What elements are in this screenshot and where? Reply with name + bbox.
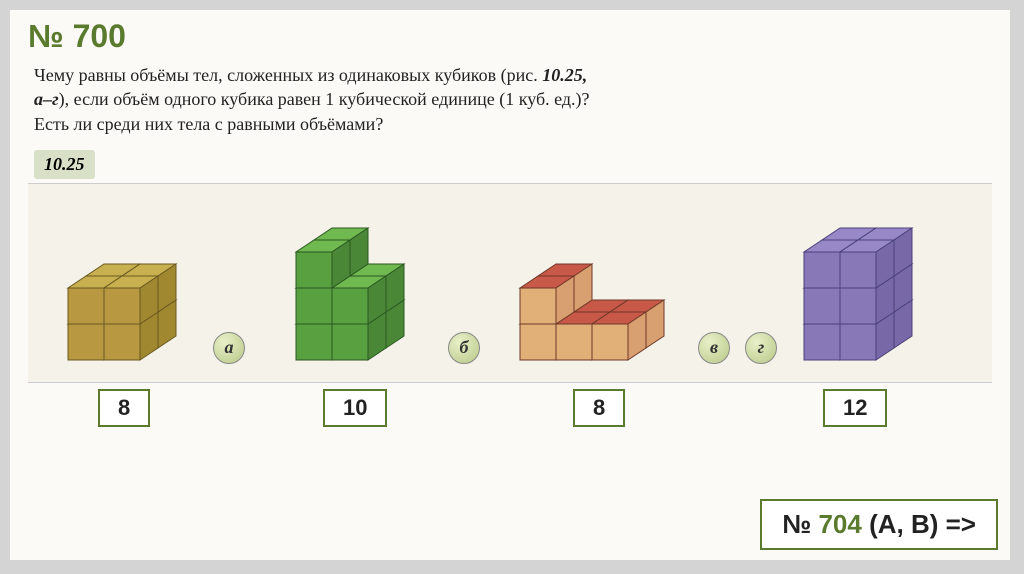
problem-line2-prefix: а–г [34,89,59,109]
figure-label-d: г [745,332,777,364]
problem-text: Чему равны объёмы тел, сложенных из один… [34,63,986,136]
problem-line3: Есть ли среди них тела с равными объёмам… [34,114,383,134]
figure-label-b: б [448,332,480,364]
problem-line2-rest: ), если объём одного кубика равен 1 куби… [59,89,590,109]
next-link-prefix: № [782,509,811,539]
problem-line1: Чему равны объёмы тел, сложенных из один… [34,65,542,85]
figure-b [286,180,446,370]
figure-label-c: в [698,332,730,364]
figure-d [786,180,936,370]
figure-a [58,220,208,370]
answer-c: 8 [573,389,625,427]
figure-number-label: 10.25 [34,150,95,179]
next-link-suffix: (А, В) => [869,509,976,539]
figure-c [510,220,700,370]
figure-label-a: а [213,332,245,364]
next-link-num: 704 [811,509,869,539]
answer-d: 12 [823,389,887,427]
figures-row: а б в г [28,183,992,383]
answer-b: 10 [323,389,387,427]
answer-a: 8 [98,389,150,427]
exercise-title: № 700 [28,18,992,55]
next-exercise-link[interactable]: № 704 (А, В) => [760,499,998,550]
problem-ref1: 10.25, [542,65,587,85]
answers-row: 8 10 8 12 [28,389,992,435]
